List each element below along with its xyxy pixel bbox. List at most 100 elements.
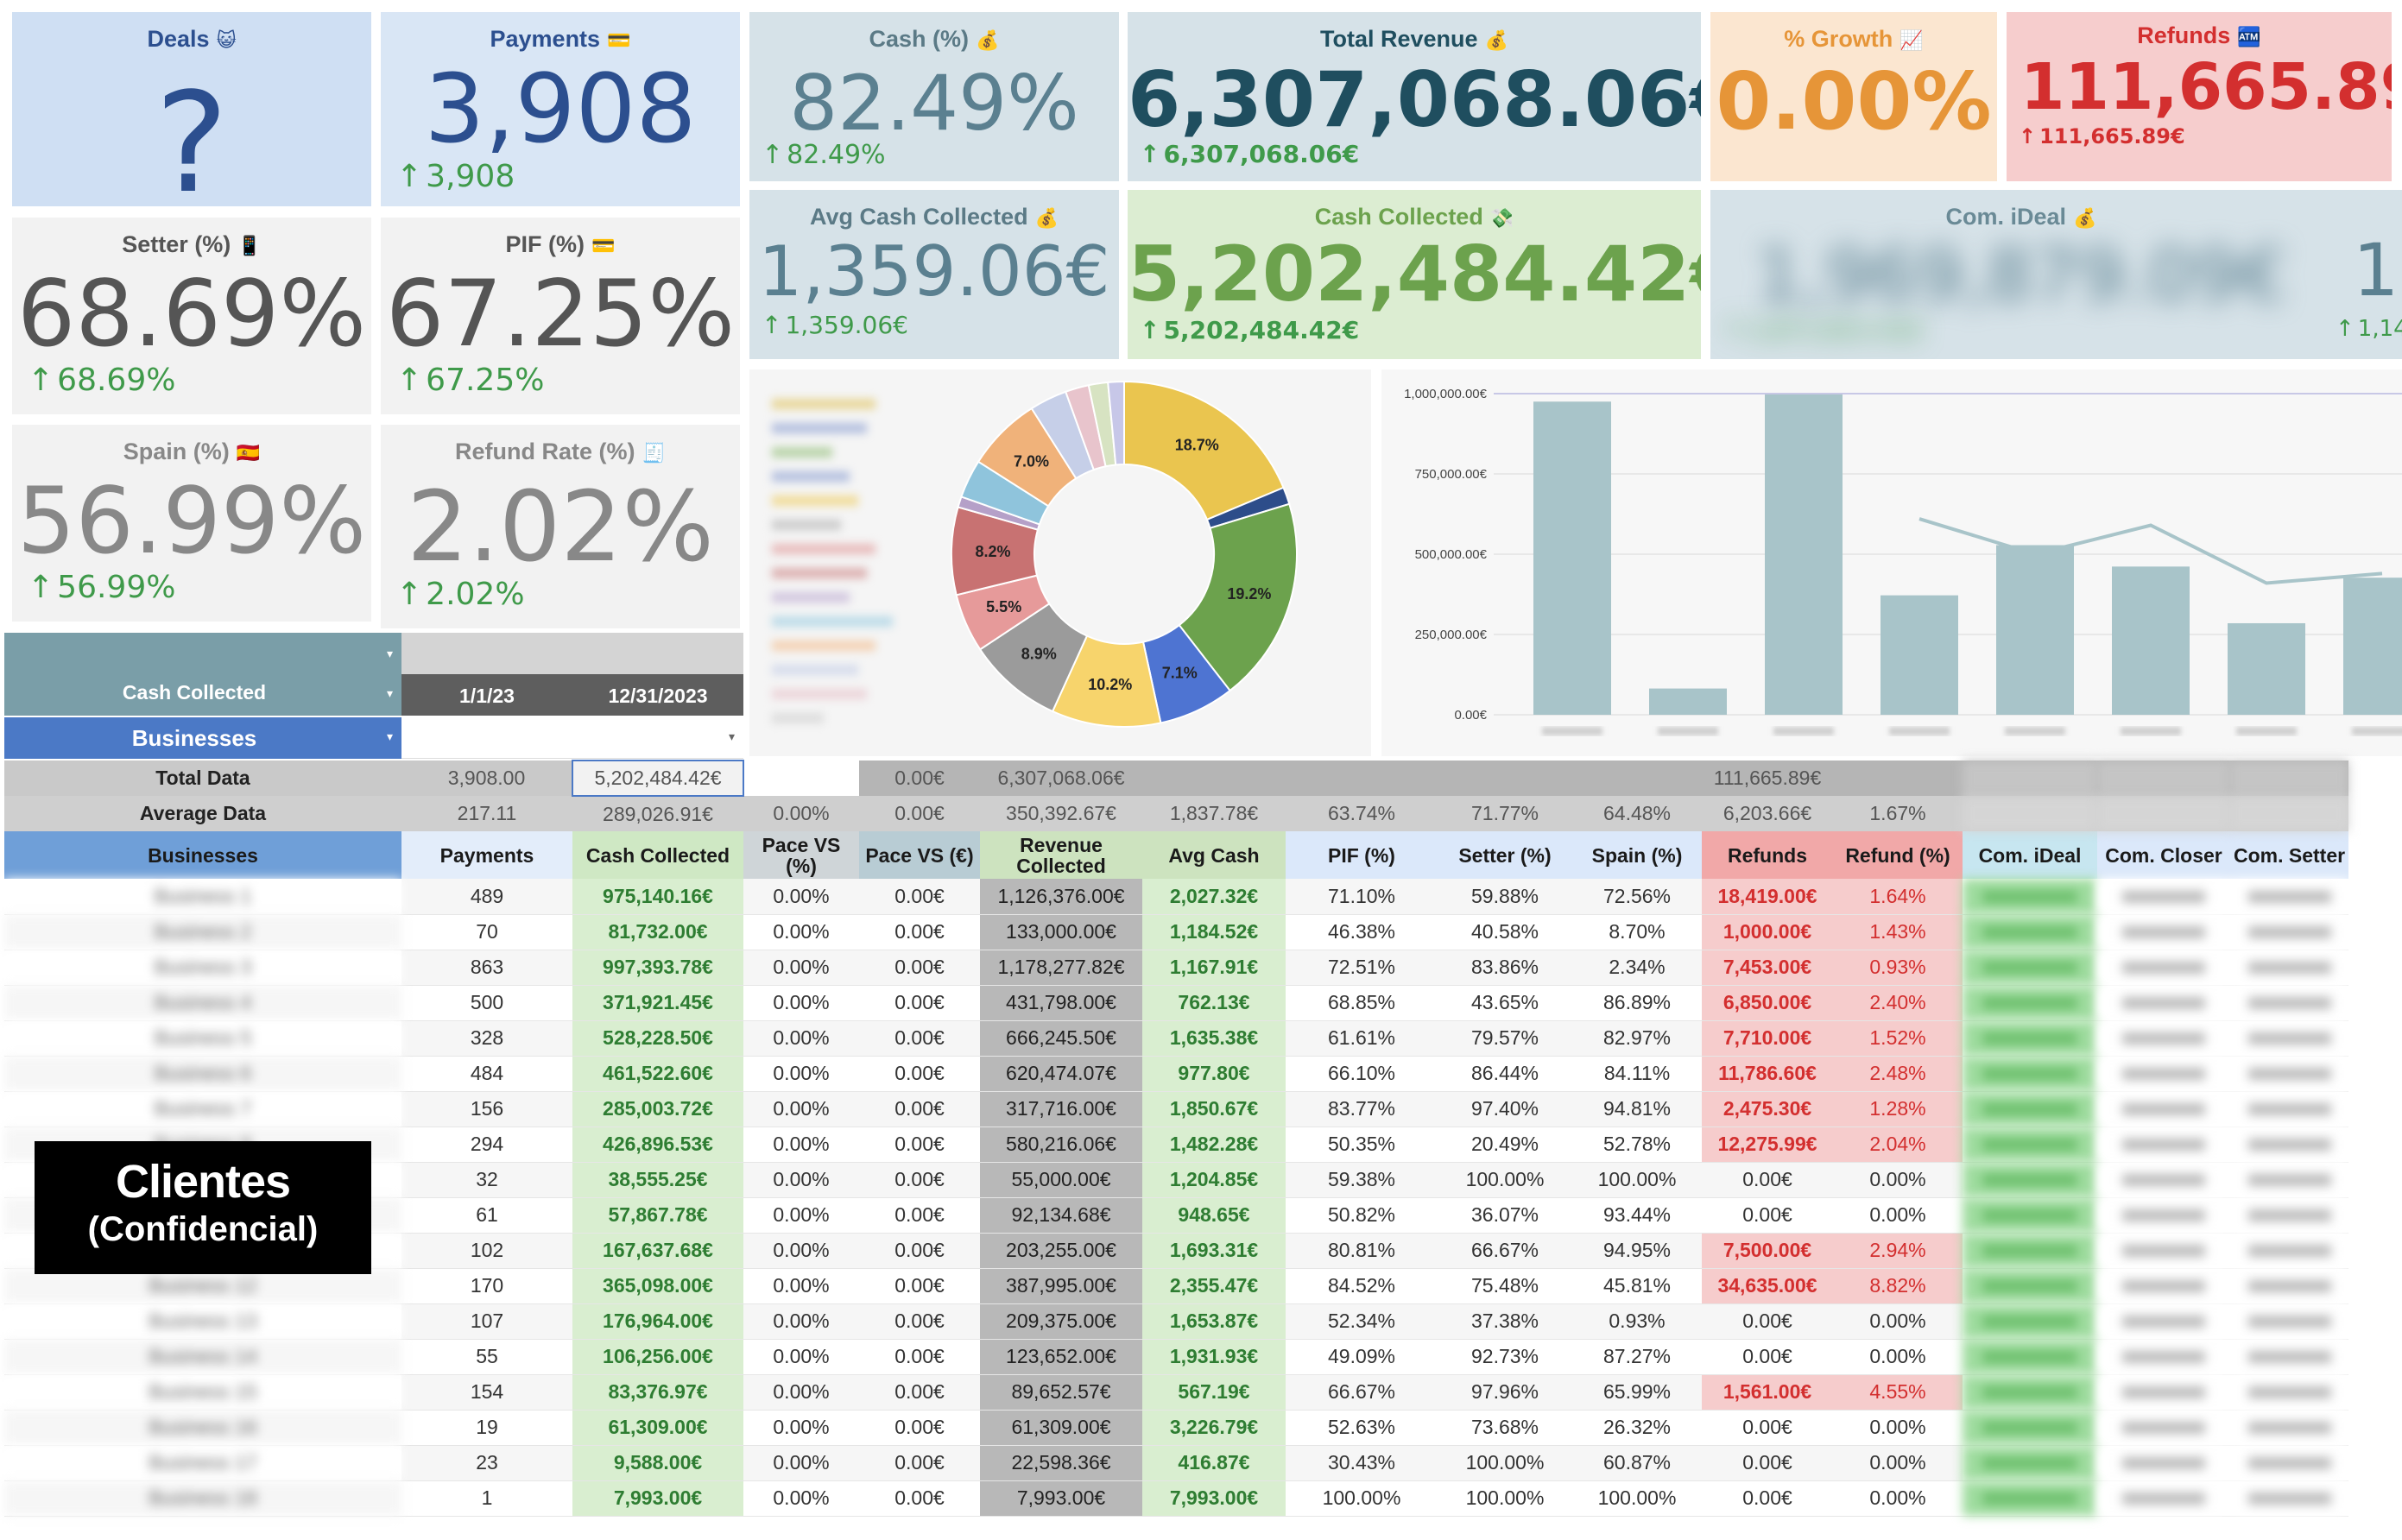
table-row[interactable]: Business 8294426,896.53€0.00%0.00€580,21… bbox=[4, 1127, 2349, 1163]
col-header-refund-pct[interactable]: Refund (%) bbox=[1833, 831, 1963, 879]
pif-cell: 61.61% bbox=[1286, 1020, 1438, 1057]
col-header-pace-eur[interactable]: Pace VS (€) bbox=[859, 831, 980, 879]
col-header-com-closer[interactable]: Com. Closer bbox=[2097, 831, 2230, 879]
refunds-cell: 7,710.00€ bbox=[1702, 1020, 1833, 1057]
col-header-pace-pct[interactable]: Pace VS (%) bbox=[743, 831, 859, 879]
refunds-cell: 0.00€ bbox=[1702, 1197, 1833, 1234]
col-header-avg-cash[interactable]: Avg Cash bbox=[1142, 831, 1286, 879]
com-closer-cell bbox=[2097, 1020, 2230, 1057]
pace-eur-cell: 0.00€ bbox=[859, 1410, 980, 1446]
col-header-businesses[interactable]: Businesses bbox=[4, 831, 401, 879]
arrow-up-icon: ↑ bbox=[1140, 316, 1160, 344]
avg-cash-title: Avg Cash Collected bbox=[810, 204, 1028, 230]
refunds-cell: 0.00€ bbox=[1702, 1410, 1833, 1446]
bar[interactable] bbox=[2112, 566, 2190, 715]
table-row[interactable]: Business 14 55 106,256.00€ 0.00% 0.00€ 123,65… bbox=[4, 1339, 2349, 1375]
payments-cell: 484 bbox=[401, 1056, 572, 1092]
col-header-cash-collected[interactable]: Cash Collected bbox=[572, 831, 743, 879]
col-header-payments[interactable]: Payments bbox=[401, 831, 572, 879]
pie-slice[interactable] bbox=[1107, 380, 1125, 466]
arrow-up-icon: ↑ bbox=[1722, 316, 1743, 344]
spain-cell: 0.93% bbox=[1572, 1303, 1702, 1340]
table-row[interactable]: Business 17 23 9,588.00€ 0.00% 0.00€ 22,598.3… bbox=[4, 1445, 2349, 1481]
dimension-control[interactable]: Businesses ▾ bbox=[4, 717, 401, 759]
table-row[interactable]: Business 5 328 528,228.50€ 0.00% 0.00€ 666,24… bbox=[4, 1020, 2349, 1057]
metric-control[interactable]: Cash Collected ▾ ▾ bbox=[4, 633, 401, 716]
col-header-com-setter[interactable]: Com. Setter bbox=[2230, 831, 2349, 879]
setter-cell: 100.00% bbox=[1438, 1162, 1572, 1198]
pie-label: 8.2% bbox=[976, 543, 1011, 560]
date-start[interactable]: 1/1/23 bbox=[459, 685, 515, 707]
revenue-cell: 1,178,277.82€ bbox=[980, 950, 1142, 986]
com-ideal-cell bbox=[1963, 1197, 2097, 1234]
total-revenue: 6,307,068.06€ bbox=[980, 761, 1142, 796]
pif-cell: 83.77% bbox=[1286, 1091, 1438, 1127]
table-row[interactable]: Business 7 156 285,003.72€ 0.00% 0.00€ 317,71… bbox=[4, 1091, 2349, 1127]
pace-eur-cell: 0.00€ bbox=[859, 1056, 980, 1092]
revenue-cell: 580,216.06€ bbox=[980, 1127, 1142, 1163]
business-name-cell: Business 17 bbox=[4, 1445, 401, 1481]
table-row[interactable]: Business 3 863 997,393.78€ 0.00% 0.00€ 1,178,… bbox=[4, 950, 2349, 986]
total-revenue-title: Total Revenue bbox=[1320, 26, 1478, 52]
table-row[interactable]: Business 15 154 83,376.97€ 0.00% 0.00€ 89,652… bbox=[4, 1374, 2349, 1411]
col-header-refunds[interactable]: Refunds bbox=[1702, 831, 1833, 879]
com-setter-cell bbox=[2230, 1056, 2349, 1092]
table-row[interactable]: Business 2 70 81,732.00€ 0.00% 0.00€ 133,000.… bbox=[4, 914, 2349, 950]
table-row[interactable]: Business 13 107 176,964.00€ 0.00% 0.00€ 209,3… bbox=[4, 1303, 2349, 1340]
cash-collected-title: Cash Collected bbox=[1314, 204, 1483, 230]
col-header-com-ideal[interactable]: Com. iDeal bbox=[1963, 831, 2097, 879]
spain-cell: 94.81% bbox=[1572, 1091, 1702, 1127]
avg-cash-cell: 416.87€ bbox=[1142, 1445, 1286, 1481]
table-row[interactable]: Business 1 489 975,140.16€ 0.00% 0.00€ 1,126,… bbox=[4, 879, 2349, 915]
business-name-cell: Business 13 bbox=[4, 1303, 401, 1340]
col-header-pif[interactable]: PIF (%) bbox=[1286, 831, 1438, 879]
pace-pct-cell: 0.00% bbox=[743, 1162, 859, 1198]
bar[interactable] bbox=[1996, 545, 2074, 715]
pace-eur-cell: 0.00€ bbox=[859, 1374, 980, 1411]
bar[interactable] bbox=[1533, 401, 1611, 715]
table-row[interactable]: Business 16 19 61,309.00€ 0.00% 0.00€ 61,309.… bbox=[4, 1410, 2349, 1446]
avg-cash-cell: 1,653.87€ bbox=[1142, 1303, 1286, 1340]
table-row[interactable]: Business 6 484 461,522.60€ 0.00% 0.00€ 620,47… bbox=[4, 1056, 2349, 1092]
cat-icon: 😺 bbox=[216, 29, 237, 51]
date-range-control[interactable]: 1/1/23 12/31/2023 bbox=[401, 674, 743, 716]
chevron-down-icon[interactable]: ▾ bbox=[386, 686, 393, 700]
chevron-down-icon[interactable]: ▾ bbox=[386, 729, 393, 743]
date-end[interactable]: 12/31/2023 bbox=[608, 685, 708, 707]
col-header-setter[interactable]: Setter (%) bbox=[1438, 831, 1572, 879]
dimension-label: Businesses bbox=[131, 725, 257, 751]
bar[interactable] bbox=[1649, 688, 1727, 715]
setter-change: ↑ 68.69% bbox=[28, 363, 176, 398]
cash-collected-cell: 106,256.00€ bbox=[572, 1339, 743, 1375]
setter-cell: 36.07% bbox=[1438, 1197, 1572, 1234]
payments-card: Payments 💳 3,908 ↑ 3,908 bbox=[381, 12, 740, 206]
bar[interactable] bbox=[1765, 394, 1843, 715]
col-header-revenue[interactable]: Revenue Collected bbox=[980, 831, 1142, 879]
bar[interactable] bbox=[2228, 622, 2305, 715]
chevron-down-icon[interactable]: ▾ bbox=[728, 729, 735, 743]
bar[interactable] bbox=[1881, 595, 1958, 715]
com-ideal-cell bbox=[1963, 1233, 2097, 1269]
revenue-cell: 61,309.00€ bbox=[980, 1410, 1142, 1446]
pace-pct-cell: 0.00% bbox=[743, 1480, 859, 1517]
setter-cell: 83.86% bbox=[1438, 950, 1572, 986]
bar[interactable] bbox=[2343, 578, 2402, 715]
avg-cash-change: ↑ 1,359.06€ bbox=[762, 311, 908, 339]
refund-rate-change: ↑ 2.02% bbox=[396, 577, 525, 612]
revenue-cell: 22,598.36€ bbox=[980, 1445, 1142, 1481]
table-row[interactable]: Business 4 500 371,921.45€ 0.00% 0.00€ 431,79… bbox=[4, 985, 2349, 1021]
dimension-empty-control[interactable]: ▾ bbox=[401, 717, 743, 759]
chevron-down-icon[interactable]: ▾ bbox=[386, 647, 393, 660]
refunds-change: ↑ 111,665.89€ bbox=[2019, 124, 2185, 148]
credit-card-icon: 💳 bbox=[607, 29, 631, 51]
refunds-cell: 12,275.99€ bbox=[1702, 1127, 1833, 1163]
total-revenue-value: 6,307,068.06€ bbox=[1128, 55, 1701, 144]
spain-cell: 93.44% bbox=[1572, 1197, 1702, 1234]
refunds-value: 111,665.89€ bbox=[2020, 50, 2392, 124]
total-cash[interactable]: 5,202,484.42€ bbox=[572, 760, 744, 797]
table-row[interactable]: Business 18 1 7,993.00€ 0.00% 0.00€ 7,993.00€… bbox=[4, 1480, 2349, 1517]
col-header-spain[interactable]: Spain (%) bbox=[1572, 831, 1702, 879]
pie-slice[interactable] bbox=[1178, 502, 1298, 692]
avg-cash-cell: 1,184.52€ bbox=[1142, 914, 1286, 950]
pie-slice[interactable] bbox=[1123, 380, 1285, 521]
